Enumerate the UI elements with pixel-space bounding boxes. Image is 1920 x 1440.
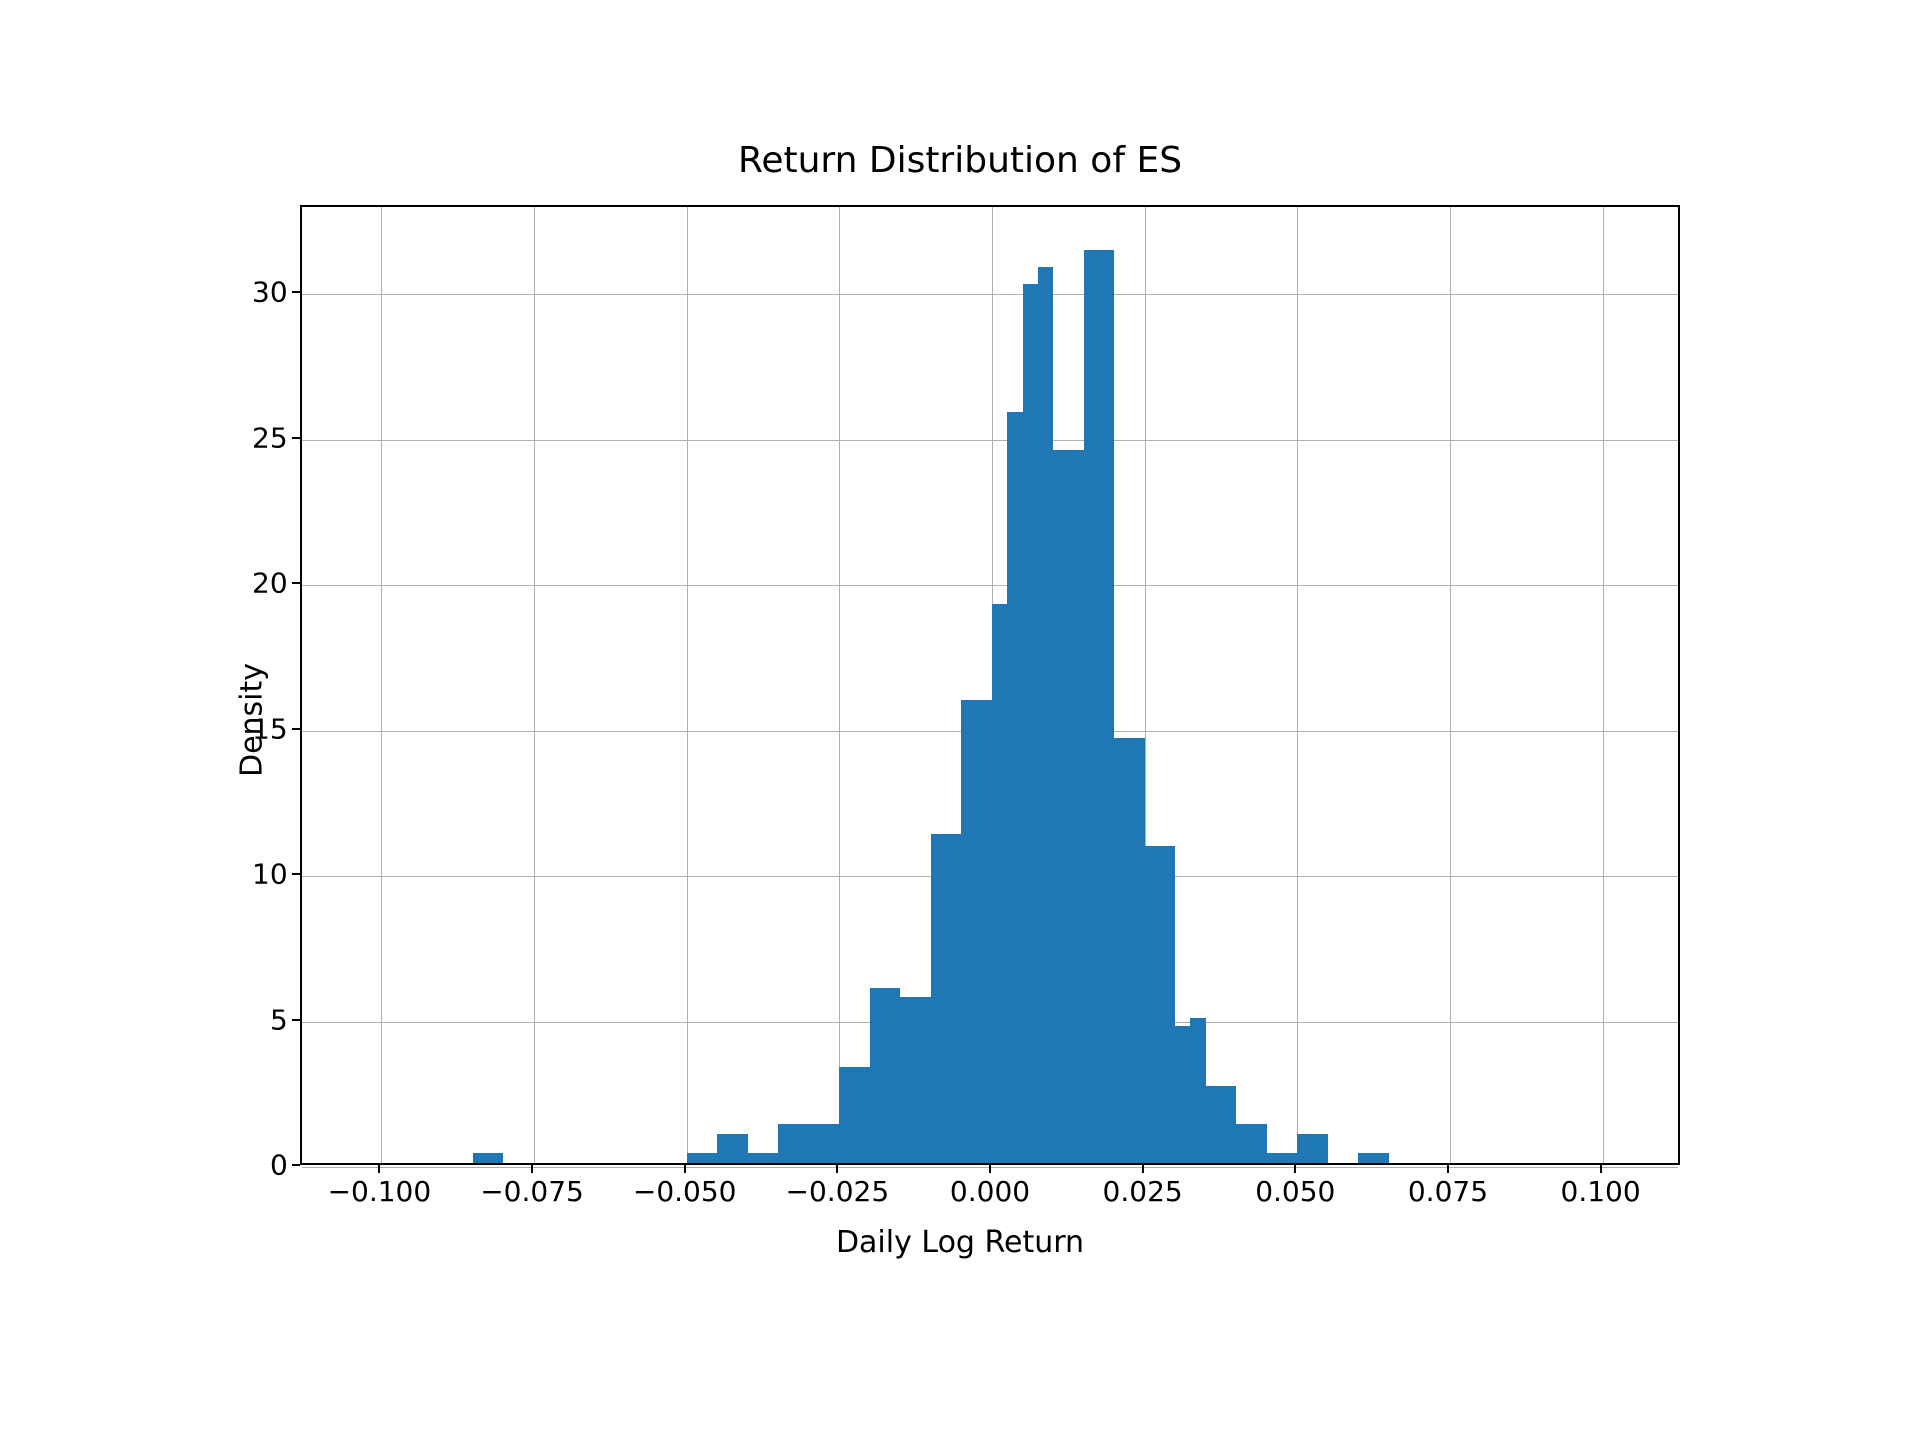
histogram-bar xyxy=(1175,1026,1190,1163)
grid-line-vertical xyxy=(1603,207,1604,1163)
grid-line-vertical xyxy=(381,207,382,1163)
histogram-bar xyxy=(931,834,962,1163)
x-tick-mark xyxy=(1294,1165,1296,1173)
y-tick-mark xyxy=(292,728,300,730)
x-axis-label: Daily Log Return xyxy=(836,1225,1084,1260)
x-tick-mark xyxy=(531,1165,533,1173)
y-tick-label: 0 xyxy=(270,1149,288,1182)
histogram-bar xyxy=(473,1153,504,1163)
y-tick-label: 25 xyxy=(252,421,288,454)
x-tick-mark xyxy=(1142,1165,1144,1173)
y-tick-label: 30 xyxy=(252,276,288,309)
histogram-bar xyxy=(1267,1153,1298,1163)
y-tick-mark xyxy=(292,582,300,584)
x-tick-mark xyxy=(1600,1165,1602,1173)
x-tick-label: −0.025 xyxy=(786,1175,890,1208)
histogram-bar xyxy=(717,1134,748,1163)
histogram-bar xyxy=(1084,250,1115,1163)
histogram-bar xyxy=(1007,412,1022,1163)
histogram-bar xyxy=(900,997,931,1163)
histogram-bar xyxy=(1190,1018,1205,1163)
x-tick-label: 0.100 xyxy=(1561,1175,1641,1208)
x-tick-label: −0.100 xyxy=(328,1175,432,1208)
x-tick-label: 0.050 xyxy=(1255,1175,1335,1208)
y-tick-label: 10 xyxy=(252,858,288,891)
histogram-bar xyxy=(1145,846,1176,1163)
x-tick-mark xyxy=(684,1165,686,1173)
histogram-bar xyxy=(1053,450,1084,1163)
histogram-bar xyxy=(839,1067,870,1163)
histogram-bar xyxy=(1206,1086,1237,1163)
y-tick-mark xyxy=(292,873,300,875)
x-tick-mark xyxy=(989,1165,991,1173)
grid-line-horizontal xyxy=(302,294,1678,295)
histogram-bar xyxy=(870,988,901,1163)
x-tick-label: 0.000 xyxy=(950,1175,1030,1208)
x-tick-mark xyxy=(836,1165,838,1173)
x-tick-label: −0.050 xyxy=(633,1175,737,1208)
grid-line-vertical xyxy=(534,207,535,1163)
histogram-bar xyxy=(992,604,1007,1163)
histogram-bar xyxy=(1297,1134,1328,1163)
histogram-bar xyxy=(1236,1124,1267,1163)
histogram-bar xyxy=(1038,267,1053,1163)
histogram-bar xyxy=(1358,1153,1389,1163)
y-tick-label: 20 xyxy=(252,567,288,600)
histogram-bar xyxy=(687,1153,718,1163)
chart-title: Return Distribution of ES xyxy=(738,140,1182,181)
histogram-bar xyxy=(1114,738,1145,1163)
histogram-bar xyxy=(1023,284,1038,1163)
grid-line-vertical xyxy=(1450,207,1451,1163)
y-tick-mark xyxy=(292,1164,300,1166)
x-tick-label: 0.075 xyxy=(1408,1175,1488,1208)
y-tick-mark xyxy=(292,1019,300,1021)
x-tick-mark xyxy=(1447,1165,1449,1173)
x-tick-label: −0.075 xyxy=(480,1175,584,1208)
grid-line-vertical xyxy=(687,207,688,1163)
histogram-bar xyxy=(748,1153,779,1163)
x-tick-label: 0.025 xyxy=(1103,1175,1183,1208)
grid-line-horizontal xyxy=(302,440,1678,441)
histogram-bar xyxy=(809,1124,840,1163)
y-tick-mark xyxy=(292,291,300,293)
chart-container: Return Distribution of ES Density Daily … xyxy=(200,150,1720,1290)
y-tick-label: 15 xyxy=(252,712,288,745)
x-tick-mark xyxy=(378,1165,380,1173)
histogram-bar xyxy=(961,700,992,1163)
y-tick-label: 5 xyxy=(270,1003,288,1036)
grid-line-vertical xyxy=(1297,207,1298,1163)
histogram-bar xyxy=(778,1124,809,1163)
grid-line-horizontal xyxy=(302,585,1678,586)
y-tick-mark xyxy=(292,437,300,439)
grid-line-vertical xyxy=(839,207,840,1163)
plot-area xyxy=(300,205,1680,1165)
